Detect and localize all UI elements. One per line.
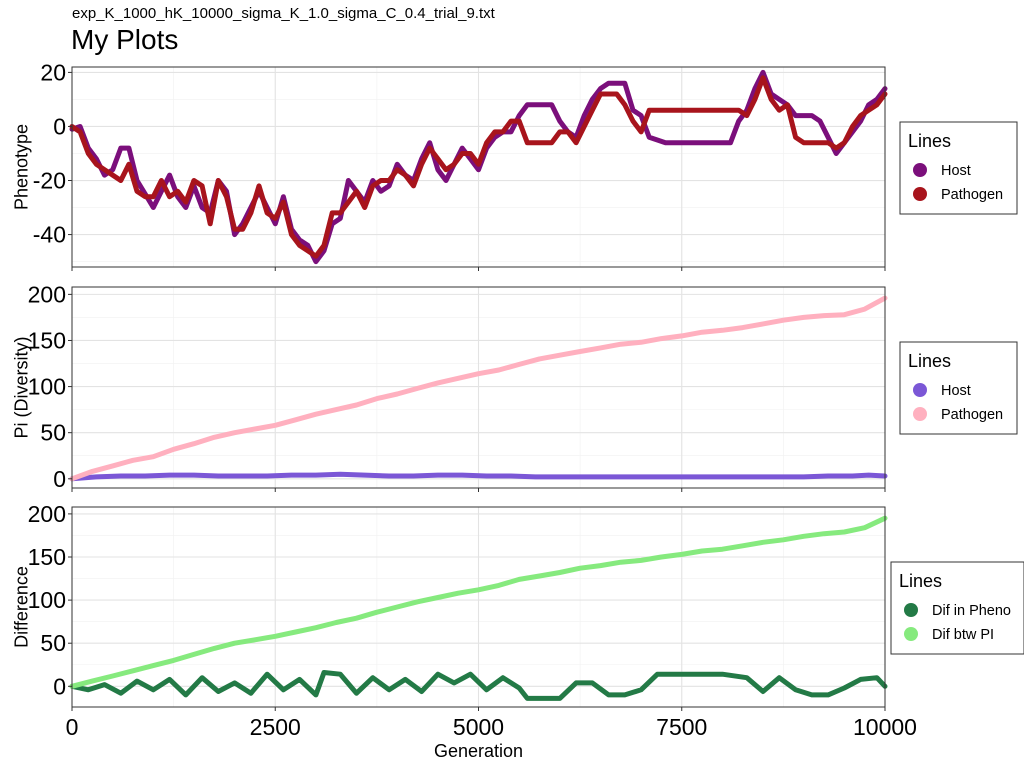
panel-2: 0 50 100 150 200 Pi (Diversity) Lines Host Patho… bbox=[11, 281, 1018, 492]
series-line-2 bbox=[69, 75, 888, 259]
legend-label-2: Pathogen bbox=[941, 187, 1003, 203]
y-tick-label: -40 bbox=[33, 222, 66, 248]
y-tick-label: -20 bbox=[33, 168, 66, 194]
y-tick-label: 200 bbox=[28, 281, 66, 307]
x-tick-label: 7500 bbox=[656, 714, 707, 740]
y-tick-label: 150 bbox=[28, 544, 66, 570]
legend-title: Lines bbox=[899, 571, 942, 591]
x-axis-label: Generation bbox=[434, 741, 523, 761]
legend: Lines Host Pathogen bbox=[899, 121, 1018, 215]
legend-label-1: Host bbox=[941, 163, 971, 179]
chart-title: My Plots bbox=[71, 24, 179, 55]
y-tick-label: 150 bbox=[28, 327, 66, 353]
legend-key-1 bbox=[913, 383, 927, 397]
legend-key-2 bbox=[904, 627, 918, 641]
legend: Lines Dif in Pheno Dif btw PI bbox=[890, 561, 1024, 655]
series-line-2 bbox=[69, 515, 888, 689]
y-tick-label: 50 bbox=[40, 420, 66, 446]
series-line-2 bbox=[69, 295, 888, 482]
legend-label-2: Pathogen bbox=[941, 407, 1003, 423]
series-line-1 bbox=[69, 471, 888, 482]
y-tick-label: 0 bbox=[53, 673, 66, 699]
x-tick-label: 5000 bbox=[453, 714, 504, 740]
series-line-1 bbox=[69, 670, 888, 701]
y-tick-label: 100 bbox=[28, 374, 66, 400]
y-axis-label: Difference bbox=[11, 566, 31, 648]
y-tick-label: 100 bbox=[28, 587, 66, 613]
legend-key-2 bbox=[913, 407, 927, 421]
y-tick-label: 0 bbox=[53, 113, 66, 139]
legend-label-1: Host bbox=[941, 383, 971, 399]
legend-label-1: Dif in Pheno bbox=[932, 603, 1011, 619]
y-tick-label: 200 bbox=[28, 501, 66, 527]
legend: Lines Host Pathogen bbox=[899, 341, 1018, 435]
y-axis-label: Pi (Diversity) bbox=[11, 337, 31, 439]
y-axis-label: Phenotype bbox=[11, 124, 31, 210]
legend-key-2 bbox=[913, 187, 927, 201]
legend-label-2: Dif btw PI bbox=[932, 627, 994, 643]
panel-3: 0 50 100 150 200 0 2500 5000 7500 10000 Difference… bbox=[11, 501, 1024, 761]
legend-key-1 bbox=[913, 163, 927, 177]
x-tick-label: 0 bbox=[66, 714, 79, 740]
legend-key-1 bbox=[904, 603, 918, 617]
x-tick-label: 10000 bbox=[853, 714, 917, 740]
panel-1: -40 -20 0 20 Phenotype Lines Host Pathogen bbox=[11, 59, 1018, 271]
legend-title: Lines bbox=[908, 351, 951, 371]
legend-title: Lines bbox=[908, 131, 951, 151]
y-tick-label: 0 bbox=[53, 466, 66, 492]
y-tick-label: 50 bbox=[40, 630, 66, 656]
y-tick-label: 20 bbox=[40, 59, 66, 85]
x-tick-label: 2500 bbox=[250, 714, 301, 740]
chart-subtitle: exp_K_1000_hK_10000_sigma_K_1.0_sigma_C_… bbox=[72, 5, 495, 22]
